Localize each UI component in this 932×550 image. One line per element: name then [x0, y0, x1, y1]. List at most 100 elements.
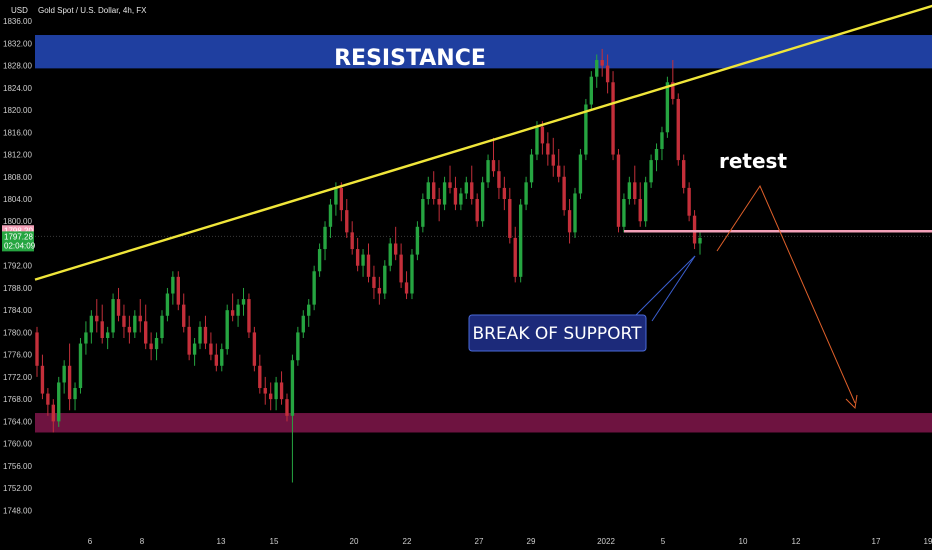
candle-body	[600, 60, 604, 66]
y-tick-label: 1812.00	[3, 151, 32, 160]
break-callout-pointer-2	[651, 255, 696, 322]
break-of-support-label: BREAK OF SUPPORT	[472, 324, 642, 344]
candle-body	[95, 315, 99, 322]
candle-body	[464, 182, 469, 194]
candle-body	[339, 187, 344, 211]
candle-body	[176, 276, 180, 305]
candle-body	[437, 199, 441, 205]
retest-arrowhead	[845, 394, 858, 410]
y-tick-label: 1804.00	[3, 195, 32, 204]
break-callout-pointer-1	[634, 255, 696, 317]
candle-body	[513, 237, 517, 277]
candle-body	[127, 326, 132, 333]
candle-body	[345, 210, 349, 233]
x-tick-label: 15	[270, 537, 279, 546]
candle-body	[35, 332, 39, 366]
trendline[interactable]	[34, 0, 932, 281]
candle-body	[116, 299, 121, 316]
y-tick-label: 1792.00	[3, 262, 32, 271]
candle-body	[584, 104, 588, 155]
candle-body	[274, 382, 278, 400]
candle-body	[317, 249, 322, 272]
candle-body	[144, 321, 148, 344]
y-tick-label: 1808.00	[3, 173, 32, 182]
candle-body	[285, 399, 289, 416]
candle-body	[307, 304, 311, 316]
candle-body	[73, 388, 77, 400]
resistance-label: RESISTANCE	[334, 46, 486, 71]
x-tick-label: 22	[403, 537, 412, 546]
candle-body	[682, 160, 686, 188]
candle-body	[388, 243, 392, 266]
support-zone	[35, 413, 932, 433]
candle-body	[404, 282, 409, 294]
countdown-label: 02:04:09	[4, 241, 36, 250]
candle-body	[263, 388, 267, 394]
candle-body	[236, 304, 240, 316]
y-tick-label: 1800.00	[3, 217, 32, 226]
candle-body	[258, 365, 262, 389]
candle-body	[671, 82, 675, 99]
candle-body	[611, 82, 615, 155]
candle-body	[649, 160, 653, 183]
candle-body	[241, 299, 246, 305]
x-tick-label: 27	[475, 537, 484, 546]
candle-body	[149, 343, 153, 350]
y-tick-label: 1764.00	[3, 417, 32, 426]
retest-arrow[interactable]	[716, 184, 856, 404]
y-tick-label: 1748.00	[3, 506, 32, 515]
candle-body	[328, 204, 333, 227]
candle-body	[198, 326, 202, 344]
candle-body	[698, 237, 702, 244]
y-tick-label: 1788.00	[3, 284, 32, 293]
x-tick-label: 19	[924, 537, 932, 546]
candle-body	[57, 382, 61, 422]
candle-body	[638, 199, 642, 222]
candle-body	[361, 254, 365, 266]
candle-body	[502, 187, 507, 200]
candle-body	[334, 187, 338, 205]
candle-body	[475, 199, 479, 222]
candle-body	[415, 226, 420, 255]
x-tick-label: 13	[217, 537, 226, 546]
candle-body	[62, 365, 66, 383]
candle-body	[323, 226, 327, 250]
price-axis[interactable]: 1748.00 1752.00 1756.00 1760.00 1764.00 1768.…	[3, 17, 32, 515]
break-callout-box[interactable]	[468, 314, 647, 352]
candle-body	[508, 199, 512, 238]
y-tick-label: 1772.00	[3, 373, 32, 382]
y-tick-label: 1828.00	[3, 62, 32, 71]
retest-label: retest	[719, 149, 787, 173]
y-tick-label: 1752.00	[3, 484, 32, 493]
candle-body	[279, 382, 284, 400]
time-axis[interactable]: 6 8 13 15 20 22 27 29 2022 5 10 12 17 19	[88, 537, 932, 546]
candle-body	[573, 193, 577, 233]
x-tick-label: 12	[792, 537, 801, 546]
candle-body	[355, 249, 360, 266]
candle-body	[247, 299, 251, 333]
candle-body	[540, 126, 545, 144]
candle-body	[393, 243, 398, 255]
candles-layer	[35, 48, 702, 483]
x-tick-label: 8	[140, 537, 145, 546]
x-tick-label: 20	[350, 537, 359, 546]
candle-body	[192, 343, 197, 355]
y-tick-label: 1824.00	[3, 84, 32, 93]
candle-body	[67, 365, 72, 400]
candle-body	[529, 154, 534, 183]
price-tag-value: 1798.20	[4, 226, 33, 235]
candle-body	[692, 215, 697, 244]
candle-body	[377, 287, 382, 294]
candle-body	[138, 315, 142, 322]
y-tick-label: 1756.00	[3, 462, 32, 471]
y-tick-label: 1760.00	[3, 440, 32, 449]
candle-body	[89, 315, 94, 333]
candle-body	[551, 154, 555, 166]
candle-body	[524, 182, 528, 205]
candle-body	[209, 343, 213, 355]
candle-body	[432, 182, 436, 200]
candle-body	[676, 98, 680, 161]
candle-body	[627, 182, 632, 200]
